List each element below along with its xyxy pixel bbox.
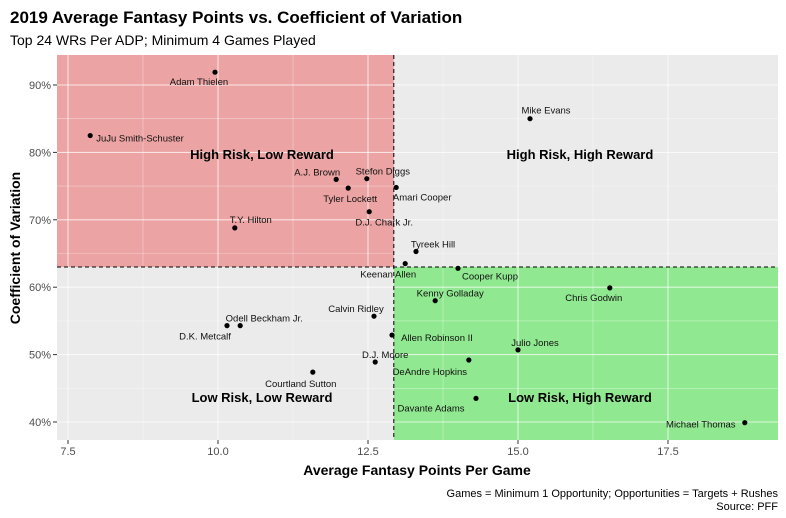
- point-label: DeAndre Hopkins: [393, 367, 468, 378]
- point-label: D.J. Moore: [362, 350, 408, 361]
- data-point: [345, 185, 351, 191]
- x-axis-label: Average Fantasy Points Per Game: [303, 462, 531, 478]
- point-label: Mike Evans: [521, 106, 570, 117]
- data-point: [371, 313, 377, 319]
- x-tick-label: 17.5: [657, 446, 678, 458]
- quadrant-label-bottom-right: Low Risk, High Reward: [508, 390, 652, 405]
- data-point: [432, 298, 438, 304]
- point-label: T.Y. Hilton: [230, 215, 272, 226]
- data-point: [212, 69, 218, 75]
- caption-line-2: Source: PFF: [716, 501, 778, 513]
- y-tick-label: 60%: [29, 282, 51, 294]
- y-tick-label: 90%: [29, 80, 51, 92]
- point-label: Calvin Ridley: [328, 304, 384, 315]
- point-label: Odell Beckham Jr.: [226, 314, 303, 325]
- data-point: [237, 323, 243, 329]
- data-point: [473, 395, 479, 402]
- point-label: JuJu Smith-Schuster: [96, 134, 184, 145]
- data-point: [527, 116, 533, 122]
- quadrant-bottom-right: [393, 266, 778, 440]
- x-tick-label: 15.0: [507, 446, 528, 458]
- data-point: [232, 225, 238, 231]
- point-label: Stefon Diggs: [356, 167, 411, 178]
- quadrant-top-left: [57, 55, 394, 267]
- data-point: [364, 176, 370, 182]
- x-tick-label: 10.0: [207, 446, 228, 458]
- point-label: Courtland Sutton: [265, 379, 336, 390]
- point-label: Julio Jones: [511, 338, 559, 349]
- point-label: Tyreek Hill: [411, 239, 455, 250]
- point-label: Cooper Kupp: [462, 271, 518, 282]
- point-label: Tyler Lockett: [323, 194, 377, 205]
- point-label: Amari Cooper: [393, 192, 452, 203]
- point-label: D.K. Metcalf: [179, 332, 231, 343]
- data-point: [402, 261, 408, 267]
- x-tick-label: 7.5: [60, 446, 75, 458]
- data-point: [515, 347, 521, 353]
- data-point: [742, 420, 748, 426]
- chart-subtitle: Top 24 WRs Per ADP; Minimum 4 Games Play…: [10, 32, 316, 48]
- data-point: [224, 323, 230, 329]
- point-label: A.J. Brown: [294, 167, 340, 178]
- data-point: [372, 359, 378, 365]
- point-label: Michael Thomas: [666, 420, 736, 431]
- quadrant-label-top-left: High Risk, Low Reward: [190, 147, 334, 162]
- y-tick-label: 70%: [29, 215, 51, 227]
- data-point: [466, 357, 472, 363]
- data-point: [607, 285, 613, 291]
- data-point: [87, 132, 93, 139]
- chart-title: 2019 Average Fantasy Points vs. Coeffici…: [10, 8, 462, 27]
- caption-line-1: Games = Minimum 1 Opportunity; Opportuni…: [447, 488, 779, 500]
- data-point: [366, 209, 372, 215]
- data-point: [455, 265, 461, 271]
- y-tick-label: 50%: [29, 350, 51, 362]
- data-point: [389, 332, 395, 338]
- point-label: Keenan Allen: [360, 270, 416, 281]
- point-label: Kenny Golladay: [417, 289, 484, 300]
- quadrant-label-top-right: High Risk, High Reward: [507, 147, 654, 162]
- point-label: Davante Adams: [397, 403, 464, 414]
- point-label: Allen Robinson II: [401, 333, 473, 344]
- data-point: [310, 369, 316, 375]
- point-label: Chris Godwin: [565, 293, 622, 304]
- y-tick-label: 80%: [29, 147, 51, 159]
- point-label: Adam Thielen: [170, 77, 228, 88]
- y-tick-label: 40%: [29, 417, 51, 429]
- data-point: [393, 184, 399, 191]
- y-axis-label: Coefficient of Variation: [7, 172, 23, 324]
- quadrant-label-bottom-left: Low Risk, Low Reward: [192, 390, 333, 405]
- point-label: D.J. Chark Jr.: [355, 218, 413, 229]
- data-point: [333, 176, 339, 182]
- data-point: [413, 248, 419, 255]
- x-tick-label: 12.5: [357, 446, 378, 458]
